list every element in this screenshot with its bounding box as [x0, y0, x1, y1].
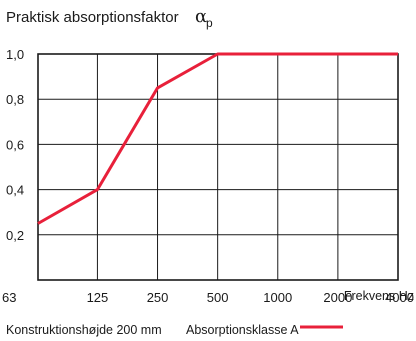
legend-label: Absorptionsklasse A — [186, 323, 299, 337]
x-tick-label: 4000 — [385, 290, 414, 305]
x-axis-label: Frekvens Hz — [344, 289, 414, 303]
chart-title-symbol: α — [195, 6, 207, 27]
y-tick-label: 0,4 — [6, 183, 24, 198]
y-tick-label: 0,6 — [6, 137, 24, 152]
y-tick-labels: 1,0 0,8 0,6 0,4 0,2 — [6, 47, 24, 243]
x-tick-label: 63 — [2, 290, 16, 305]
x-tick-label: 500 — [207, 290, 229, 305]
y-tick-label: 0,8 — [6, 92, 24, 107]
x-tick-label: 2000 — [323, 290, 352, 305]
series-line-absorption-class-a — [37, 52, 398, 225]
x-tick-label: 125 — [87, 290, 109, 305]
construction-height-caption: Konstruktionshøjde 200 mm — [6, 323, 162, 337]
x-tick-label: 250 — [147, 290, 169, 305]
y-tick-label: 0,2 — [6, 228, 24, 243]
x-tick-label: 1000 — [263, 290, 292, 305]
chart-title: Praktisk absorptionsfaktor — [6, 9, 179, 26]
x-tick-labels: 63 125 250 500 1000 2000 4000 — [2, 290, 414, 305]
legend: Absorptionsklasse A — [186, 323, 343, 337]
series-lines — [37, 52, 398, 225]
chart-title-subscript: p — [206, 16, 213, 30]
y-tick-label: 1,0 — [6, 47, 24, 62]
grid-lines — [37, 53, 399, 280]
